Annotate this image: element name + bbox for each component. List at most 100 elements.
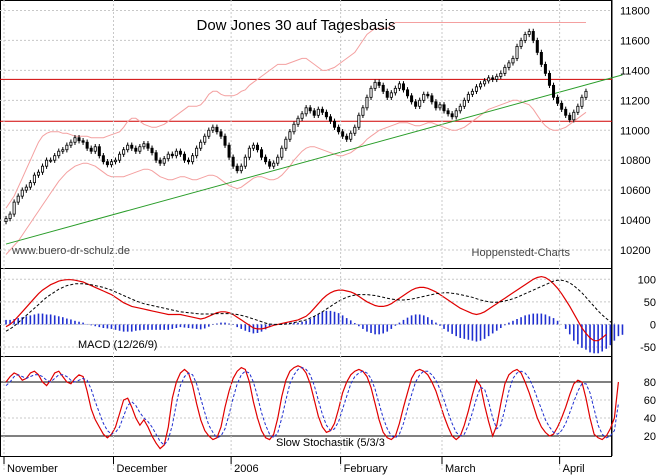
xtick-label: 2006 (234, 463, 258, 475)
price-candle-body (418, 99, 422, 107)
price-candle-body (552, 84, 556, 98)
price-candle-body (377, 81, 381, 86)
price-candle-body (450, 113, 454, 118)
price-candle-body (543, 63, 547, 74)
price-candle-body (8, 213, 12, 219)
price-candle-body (4, 218, 8, 222)
price-candle-body (142, 143, 146, 148)
price-candle-body (547, 72, 551, 86)
price-ytick-label: 10600 (620, 185, 651, 197)
price-candle-body (304, 107, 308, 115)
price-candle-body (426, 93, 430, 97)
price-candle-body (73, 137, 77, 143)
price-candle-body (572, 111, 576, 121)
macd-ytick-label: 50 (644, 297, 656, 309)
price-candle-body (81, 140, 85, 143)
price-candle-body (243, 156, 247, 167)
xtick-label: March (445, 463, 476, 475)
price-candle-body (45, 159, 49, 167)
price-candle-body (146, 143, 150, 149)
price-candle-body (219, 131, 223, 137)
price-candle-body (584, 90, 588, 98)
macd-signal-line (5, 279, 615, 332)
price-candle-body (130, 144, 134, 149)
price-candle-body (438, 104, 442, 109)
price-candle-body (576, 105, 580, 113)
price-candle-body (341, 131, 345, 137)
macd-ytick-label: -50 (640, 342, 656, 354)
price-candle-body (361, 107, 365, 116)
price-candle-body (247, 147, 251, 158)
price-candle-body (191, 155, 195, 163)
price-candle-body (422, 93, 426, 101)
price-candle-body (126, 144, 130, 151)
price-candle-body (20, 189, 24, 197)
price-candle-body (560, 102, 564, 110)
price-candle-body (333, 120, 337, 128)
price-candle-body (61, 149, 65, 152)
price-candle-body (97, 146, 101, 157)
price-candle-body (316, 108, 320, 116)
price-candle-body (118, 153, 122, 161)
price-candle-body (199, 141, 203, 149)
price-candle-body (345, 135, 349, 140)
price-candle-body (353, 126, 357, 134)
price-candle-body (487, 77, 491, 82)
price-candle-body (280, 147, 284, 158)
price-candle-body (203, 135, 207, 143)
price-ytick-label: 11200 (620, 95, 650, 107)
price-candle-body (556, 96, 560, 104)
price-candle-body (260, 149, 264, 158)
price-candle-body (535, 40, 539, 53)
macd-ytick-label: 100 (638, 274, 656, 286)
price-candle-body (401, 83, 405, 91)
price-candle-body (519, 40, 523, 47)
price-candle-body (385, 90, 389, 98)
price-candle-body (150, 147, 154, 154)
price-candle-body (12, 201, 16, 215)
price-ytick-label: 11400 (620, 65, 650, 77)
price-candle-body (264, 156, 268, 163)
price-candle-body (397, 83, 401, 89)
price-candle-body (414, 101, 418, 107)
price-candle-body (109, 161, 113, 166)
price-candle-body (564, 108, 568, 116)
price-candle-body (174, 150, 178, 157)
price-candle-body (195, 147, 199, 157)
price-candle-body (470, 90, 474, 95)
price-candle-body (284, 138, 288, 149)
price-candle-body (105, 161, 109, 166)
price-candle-body (251, 144, 255, 149)
price-candle-body (239, 165, 243, 172)
price-candle-body (36, 171, 40, 176)
price-candle-body (69, 141, 73, 146)
stoch-ytick-label: 20 (644, 431, 656, 443)
price-candle-body (16, 195, 20, 203)
price-candle-body (466, 93, 470, 101)
price-candle-body (527, 31, 531, 35)
xtick-label: April (563, 463, 585, 475)
price-candle-body (474, 86, 478, 92)
price-candle-body (223, 135, 227, 146)
price-ytick-label: 10200 (620, 245, 651, 257)
price-candle-body (122, 149, 126, 155)
price-candle-body (454, 110, 458, 118)
price-candle-body (369, 87, 373, 98)
price-candle-body (32, 174, 36, 184)
stoch-d-line (5, 367, 619, 446)
price-candle-body (300, 113, 304, 119)
price-candle-body (276, 156, 280, 164)
price-candle-body (207, 129, 211, 137)
price-candle-body (357, 114, 361, 128)
price-candle-body (77, 137, 81, 142)
price-candle-body (89, 147, 93, 152)
price-candle-body (182, 153, 186, 161)
price-candle-body (308, 107, 312, 112)
price-trendline (5, 74, 623, 245)
price-candle-body (442, 104, 446, 112)
price-watermark-right: Hoppenstedt-Charts (472, 247, 571, 259)
price-candle-body (255, 144, 259, 151)
price-series-bollinger_upper (5, 22, 586, 209)
price-candle-body (531, 31, 535, 41)
